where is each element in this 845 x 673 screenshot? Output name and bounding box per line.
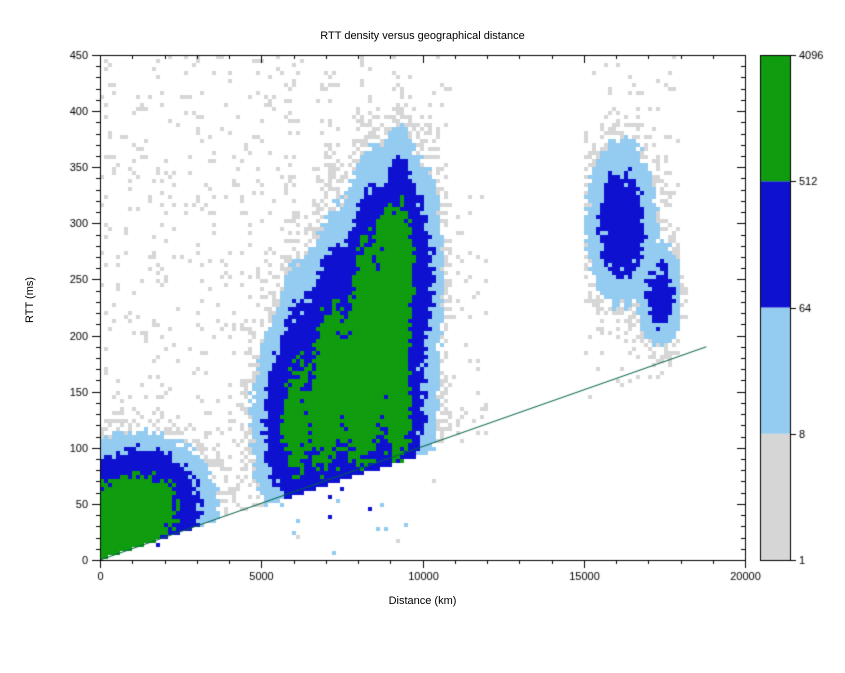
density-heatmap-canvas <box>0 0 845 673</box>
chart-container: RTT density versus geographical distance… <box>0 0 845 673</box>
chart-title: RTT density versus geographical distance <box>0 30 845 42</box>
y-axis-label: RTT (ms) <box>24 277 36 323</box>
x-axis-label: Distance (km) <box>0 595 845 607</box>
